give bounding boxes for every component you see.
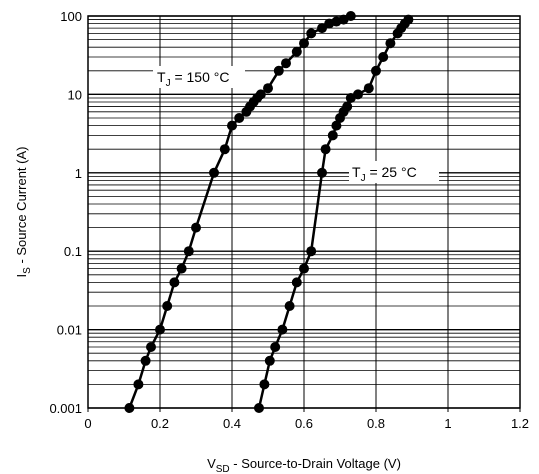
y-tick-label: 0.001 <box>49 401 82 416</box>
data-point <box>255 89 266 100</box>
y-tick-label: 100 <box>60 9 82 24</box>
data-point <box>146 341 156 352</box>
data-point <box>327 130 338 141</box>
y-tick-labels: 0.001 0.01 0.1 1 10 100 <box>49 9 82 416</box>
data-point <box>263 83 273 94</box>
data-point <box>264 355 275 366</box>
data-point <box>219 144 230 155</box>
x-tick-label: 0.8 <box>367 416 385 431</box>
data-point <box>385 38 396 49</box>
data-point <box>162 300 173 311</box>
data-point <box>363 83 374 94</box>
y-tick-label: 0.01 <box>57 323 82 338</box>
data-point <box>299 38 309 49</box>
data-point <box>183 246 194 257</box>
x-axis-label: VSD - Source-to-Drain Voltage (V) <box>207 456 401 474</box>
data-point <box>209 167 219 178</box>
y-tick-label: 1 <box>75 166 82 181</box>
data-point <box>281 58 291 69</box>
y-tick-label: 10 <box>68 87 82 102</box>
annotation-25c-background <box>349 161 439 183</box>
annotation-150c: TJ = 150 °C <box>153 66 245 89</box>
data-point <box>227 120 237 131</box>
data-point <box>176 263 187 274</box>
data-point <box>277 324 288 335</box>
annotation-150c-background <box>153 66 245 88</box>
data-point <box>353 89 363 100</box>
data-point <box>320 144 331 155</box>
data-point <box>291 46 302 57</box>
annotation-25c-text: TJ = 25 °C <box>352 164 417 184</box>
x-tick-label: 0.2 <box>151 416 169 431</box>
data-point <box>155 324 165 335</box>
x-tick-label: 0.4 <box>223 416 241 431</box>
data-point <box>273 65 284 76</box>
data-point <box>270 341 281 352</box>
annotation-150c-text: TJ = 150 °C <box>157 69 229 89</box>
annotation-25c: TJ = 25 °C <box>349 161 439 184</box>
data-point <box>234 113 245 124</box>
data-point <box>140 355 151 366</box>
data-point <box>317 167 327 178</box>
y-axis-label: IS - Source Current (A) <box>14 147 33 278</box>
data-point <box>342 101 353 112</box>
data-point <box>284 300 295 311</box>
x-tick-label: 0.6 <box>295 416 313 431</box>
data-point <box>378 51 389 62</box>
data-point <box>371 65 381 76</box>
x-tick-label: 1 <box>444 416 451 431</box>
data-points <box>124 11 414 413</box>
data-point <box>306 28 317 39</box>
data-point <box>306 246 317 257</box>
data-point <box>133 379 144 390</box>
data-point <box>403 14 414 25</box>
data-point <box>291 277 302 288</box>
y-tick-label: 0.1 <box>64 244 82 259</box>
x-tick-labels: 0 0.2 0.4 0.6 0.8 1 1.2 <box>84 408 529 431</box>
data-point <box>317 23 327 34</box>
data-point <box>331 120 342 131</box>
data-point <box>169 277 180 288</box>
x-tick-label: 1.2 <box>511 416 529 431</box>
data-point <box>259 379 270 390</box>
data-point <box>299 263 309 274</box>
x-tick-label: 0 <box>84 416 91 431</box>
data-point <box>191 222 201 233</box>
